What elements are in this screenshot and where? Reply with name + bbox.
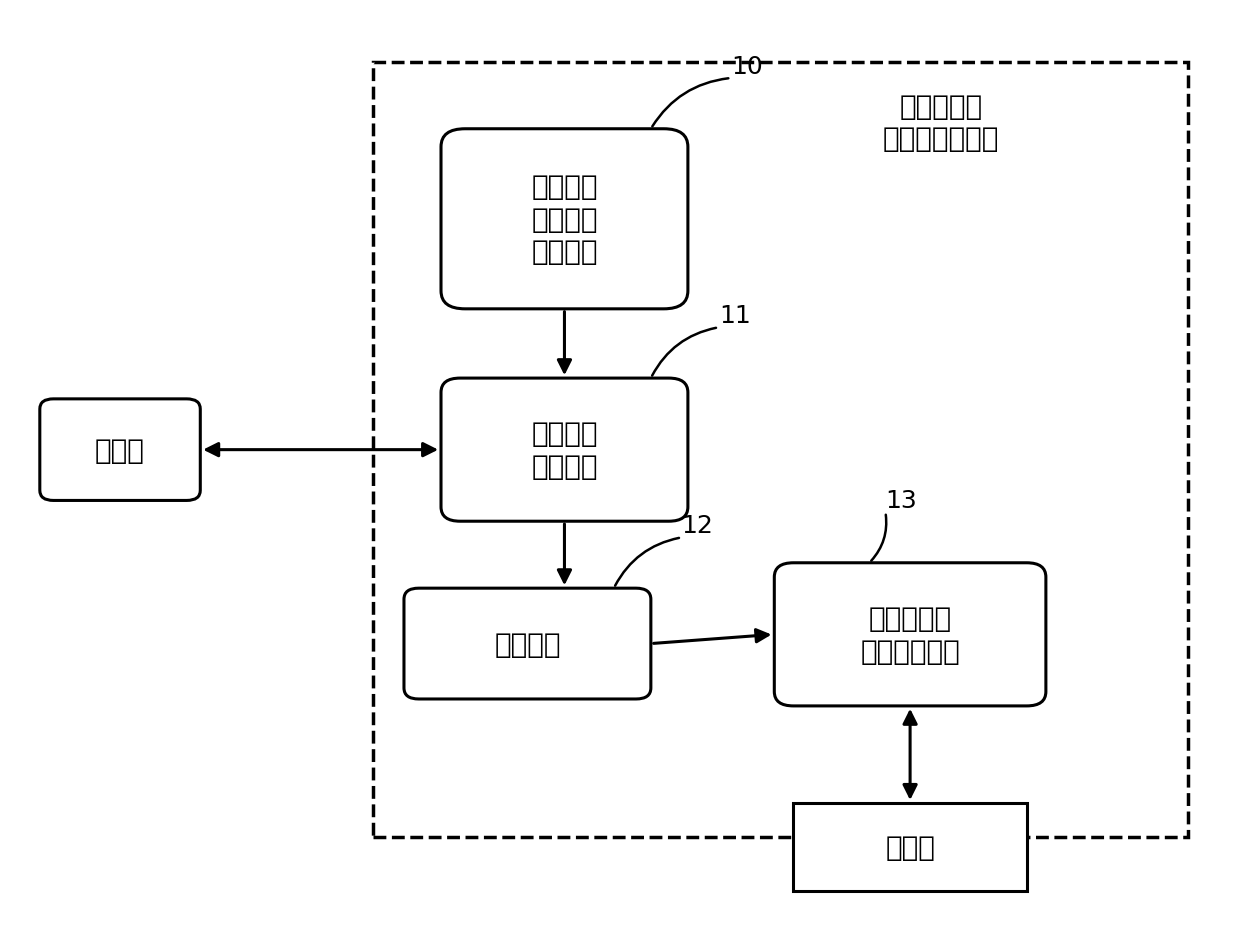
Text: 12: 12	[682, 514, 713, 538]
Text: 传统膜片钳
检测和采集系统: 传统膜片钳 检测和采集系统	[883, 93, 999, 153]
Text: 计算机: 计算机	[885, 832, 935, 861]
FancyBboxPatch shape	[40, 399, 201, 501]
FancyArrowPatch shape	[558, 524, 570, 583]
Text: 调理电路: 调理电路	[495, 630, 560, 658]
FancyArrowPatch shape	[652, 329, 715, 376]
FancyArrowPatch shape	[558, 312, 570, 372]
FancyBboxPatch shape	[404, 588, 651, 699]
Text: 电生理信号
数据采集电路: 电生理信号 数据采集电路	[861, 604, 960, 664]
Text: 活细胞: 活细胞	[95, 436, 145, 464]
FancyBboxPatch shape	[441, 379, 688, 522]
FancyArrowPatch shape	[615, 538, 680, 586]
FancyArrowPatch shape	[872, 515, 887, 561]
Text: 慢电容和
串联电阻
补偿电路: 慢电容和 串联电阻 补偿电路	[531, 174, 598, 266]
FancyBboxPatch shape	[792, 803, 1028, 891]
Bar	[373, 63, 1188, 838]
Text: 13: 13	[885, 488, 918, 512]
FancyBboxPatch shape	[774, 563, 1045, 706]
Text: 电流电压
变换电路: 电流电压 变换电路	[531, 420, 598, 481]
FancyArrowPatch shape	[904, 713, 916, 797]
FancyBboxPatch shape	[441, 130, 688, 310]
Text: 11: 11	[719, 304, 750, 328]
Text: 10: 10	[732, 55, 763, 79]
FancyArrowPatch shape	[652, 79, 728, 127]
FancyArrowPatch shape	[653, 630, 768, 644]
FancyArrowPatch shape	[207, 445, 435, 457]
